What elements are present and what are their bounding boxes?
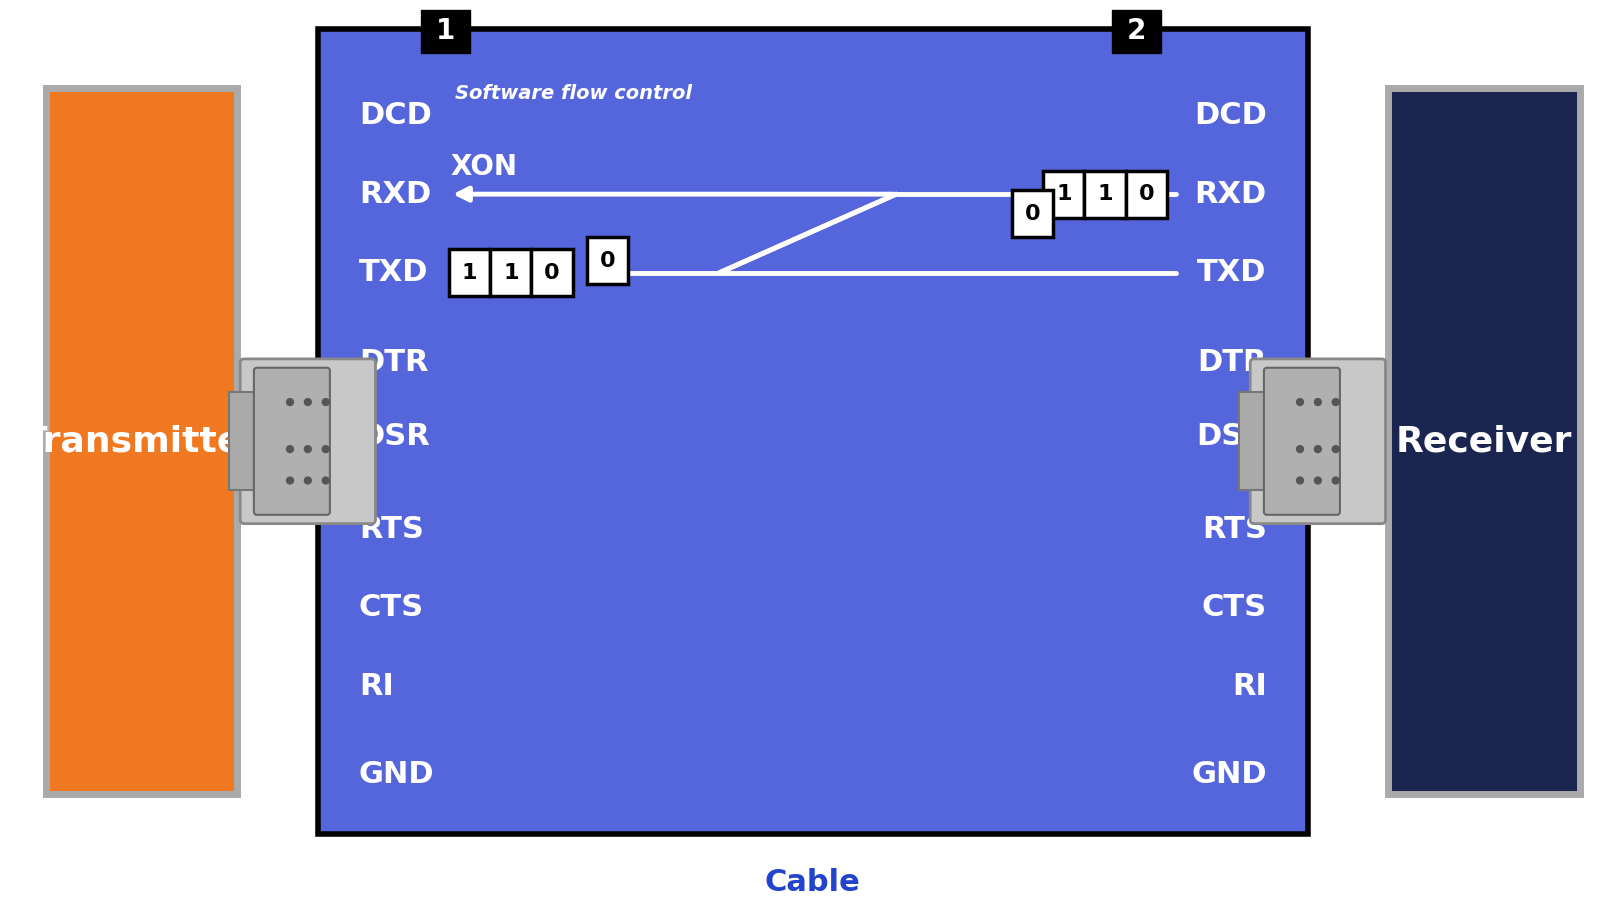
Text: CTS: CTS: [358, 593, 424, 623]
Text: 2: 2: [1126, 17, 1146, 45]
Circle shape: [322, 446, 330, 453]
Text: 1: 1: [1056, 184, 1072, 204]
FancyBboxPatch shape: [490, 249, 531, 296]
Text: TXD: TXD: [358, 258, 429, 287]
Circle shape: [304, 446, 312, 453]
Circle shape: [322, 477, 330, 484]
Circle shape: [1315, 446, 1322, 453]
Text: GND: GND: [1192, 760, 1267, 789]
Circle shape: [286, 477, 293, 484]
FancyBboxPatch shape: [1126, 171, 1166, 218]
Text: Receiver: Receiver: [1395, 424, 1573, 458]
Text: TXD: TXD: [1197, 258, 1267, 287]
Text: 0: 0: [600, 251, 616, 271]
Text: 1: 1: [502, 263, 518, 283]
FancyBboxPatch shape: [1011, 190, 1053, 238]
Text: XON: XON: [450, 153, 517, 181]
Text: 0: 0: [1024, 203, 1040, 224]
Text: DCD: DCD: [358, 101, 432, 130]
FancyBboxPatch shape: [1085, 171, 1126, 218]
Circle shape: [1333, 446, 1339, 453]
Circle shape: [322, 399, 330, 406]
FancyBboxPatch shape: [46, 88, 237, 795]
Circle shape: [304, 477, 312, 484]
FancyBboxPatch shape: [1043, 171, 1085, 218]
FancyBboxPatch shape: [229, 392, 277, 490]
Text: RXD: RXD: [358, 180, 430, 209]
Circle shape: [286, 399, 293, 406]
FancyBboxPatch shape: [421, 10, 470, 53]
FancyBboxPatch shape: [450, 249, 490, 296]
Circle shape: [1333, 477, 1339, 484]
Text: RTS: RTS: [358, 515, 424, 544]
FancyBboxPatch shape: [1238, 392, 1288, 490]
Circle shape: [1296, 477, 1304, 484]
Circle shape: [304, 399, 312, 406]
Text: Transmitter: Transmitter: [22, 424, 261, 458]
Text: 1: 1: [435, 17, 454, 45]
FancyBboxPatch shape: [1264, 368, 1339, 515]
Text: GND: GND: [358, 760, 435, 789]
Text: DTR: DTR: [358, 348, 429, 377]
FancyBboxPatch shape: [1250, 359, 1386, 524]
Circle shape: [1315, 399, 1322, 406]
Circle shape: [286, 446, 293, 453]
Text: DSR: DSR: [358, 422, 429, 451]
FancyBboxPatch shape: [318, 30, 1309, 833]
FancyBboxPatch shape: [254, 368, 330, 515]
Circle shape: [1296, 446, 1304, 453]
Text: 1: 1: [1098, 184, 1114, 204]
Text: 0: 0: [544, 263, 560, 283]
Text: DCD: DCD: [1194, 101, 1267, 130]
FancyBboxPatch shape: [587, 238, 629, 284]
FancyBboxPatch shape: [1389, 88, 1579, 795]
Text: CTS: CTS: [1202, 593, 1267, 623]
Text: RXD: RXD: [1195, 180, 1267, 209]
Circle shape: [1296, 399, 1304, 406]
Text: RTS: RTS: [1202, 515, 1267, 544]
Text: DSR: DSR: [1197, 422, 1267, 451]
Text: 0: 0: [1139, 184, 1154, 204]
FancyBboxPatch shape: [531, 249, 573, 296]
Text: RI: RI: [358, 672, 394, 701]
Circle shape: [1333, 399, 1339, 406]
Text: Cable: Cable: [765, 868, 861, 896]
Text: RI: RI: [1232, 672, 1267, 701]
FancyBboxPatch shape: [1112, 10, 1162, 53]
Text: DTR: DTR: [1197, 348, 1267, 377]
Circle shape: [1315, 477, 1322, 484]
FancyBboxPatch shape: [240, 359, 376, 524]
Text: 1: 1: [462, 263, 477, 283]
Text: Software flow control: Software flow control: [454, 84, 691, 103]
